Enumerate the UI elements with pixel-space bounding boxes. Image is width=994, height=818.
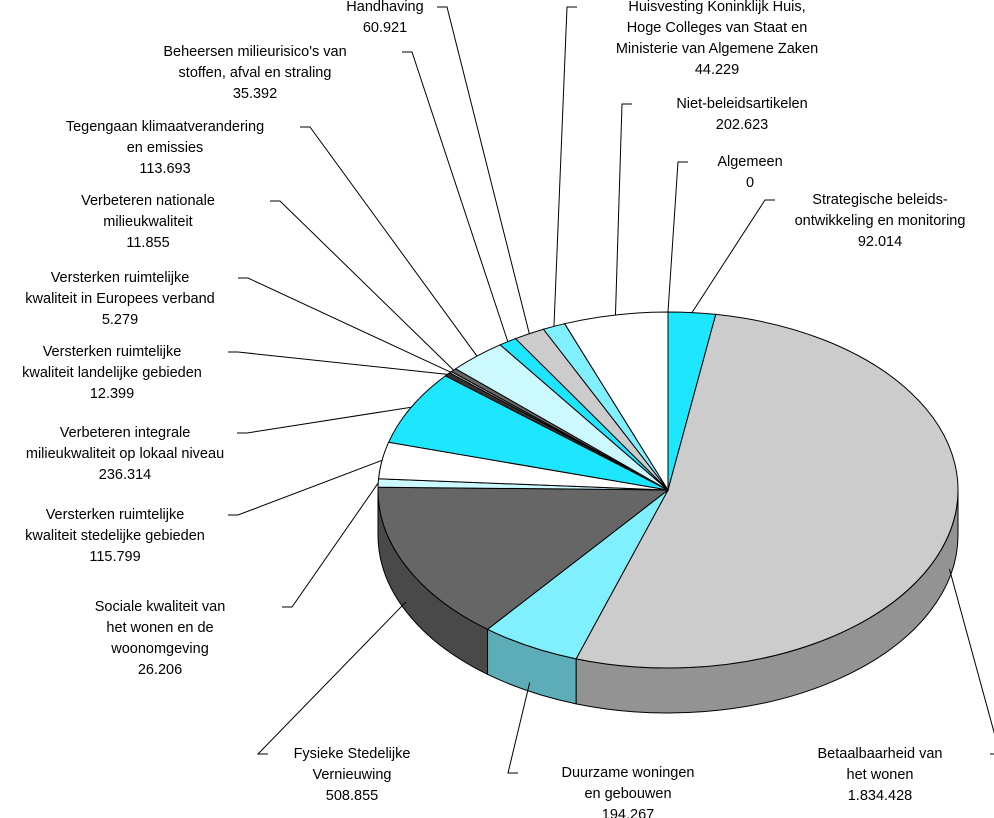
slice-label: Sociale kwaliteit van xyxy=(95,599,226,615)
slice-label: Duurzame woningen xyxy=(562,765,695,781)
pie-slice xyxy=(575,313,959,669)
leader-line xyxy=(256,601,407,755)
slice-label: Huisvesting Koninklijk Huis, xyxy=(628,0,805,15)
leader-line xyxy=(228,351,448,375)
leader-line xyxy=(300,126,478,357)
slice-label: Verbeteren integrale xyxy=(60,425,191,441)
leader-line xyxy=(282,482,379,608)
slice-label: Versterken ruimtelijke xyxy=(46,507,185,523)
value-label: 115.799 xyxy=(89,549,140,565)
slice-label: Versterken ruimtelijke xyxy=(51,270,190,286)
slice-label: kwaliteit in Europees verband xyxy=(25,291,214,307)
value-label: 12.399 xyxy=(90,386,134,402)
slice-label: Strategische beleids- xyxy=(812,192,948,208)
slice-label: Hoge Colleges van Staat en xyxy=(627,20,808,36)
pie-slice xyxy=(387,375,669,491)
slice-label: Ministerie van Algemene Zaken xyxy=(616,41,818,57)
slice-label: en gebouwen xyxy=(584,786,671,802)
slice-label: stoffen, afval en straling xyxy=(179,65,332,81)
slice-label: Versterken ruimtelijke xyxy=(43,344,182,360)
slice-label: Niet-beleidsartikelen xyxy=(676,96,807,112)
leader-line xyxy=(667,161,688,313)
slice-label: ontwikkeling en monitoring xyxy=(795,213,966,229)
value-label: 202.623 xyxy=(716,117,768,133)
value-label: 5.279 xyxy=(102,312,138,328)
slice-label: Tegengaan klimaatverandering xyxy=(66,119,264,135)
value-label: 113.693 xyxy=(139,161,190,177)
value-label: 26.206 xyxy=(138,662,182,678)
slice-label: Beheersen milieurisico's van xyxy=(163,44,346,60)
slice-label: het wonen xyxy=(847,767,914,783)
slice-label: Fysieke Stedelijke xyxy=(294,746,411,762)
slice-label: milieukwaliteit op lokaal niveau xyxy=(26,446,224,462)
slice-label: Handhaving xyxy=(346,0,423,15)
leader-line xyxy=(237,406,412,434)
leader-line xyxy=(437,6,530,334)
slice-label: milieukwaliteit xyxy=(103,214,192,230)
slice-label: Vernieuwing xyxy=(313,767,392,783)
slice-label: en emissies xyxy=(127,140,204,156)
leader-line xyxy=(948,568,994,755)
leader-line xyxy=(270,200,454,371)
slice-label: kwaliteit landelijke gebieden xyxy=(22,365,202,381)
value-label: 60.921 xyxy=(363,20,407,36)
value-label: 508.855 xyxy=(326,788,378,804)
leader-line xyxy=(691,199,775,313)
leader-line xyxy=(507,682,531,774)
slice-label: woonomgeving xyxy=(110,641,209,657)
value-label: 35.392 xyxy=(233,86,277,102)
leader-line xyxy=(228,459,383,516)
slice-label: het wonen en de xyxy=(106,620,213,636)
slice-label: kwaliteit stedelijke gebieden xyxy=(25,528,205,544)
value-label: 11.855 xyxy=(126,235,169,251)
leader-line xyxy=(238,277,451,373)
value-label: 92.014 xyxy=(858,234,902,250)
value-label: 1.834.428 xyxy=(848,788,913,804)
leader-line xyxy=(553,6,577,327)
value-label: 44.229 xyxy=(695,62,739,78)
value-label: 194.267 xyxy=(602,807,654,818)
leader-line xyxy=(614,103,632,315)
slice-label: Algemeen xyxy=(717,154,782,170)
slice-label: Betaalbaarheid van xyxy=(818,746,943,762)
slice-label: Verbeteren nationale xyxy=(81,193,215,209)
leader-line xyxy=(402,51,509,342)
value-label: 0 xyxy=(746,175,754,191)
value-label: 236.314 xyxy=(99,467,151,483)
pie-slice xyxy=(377,486,670,630)
